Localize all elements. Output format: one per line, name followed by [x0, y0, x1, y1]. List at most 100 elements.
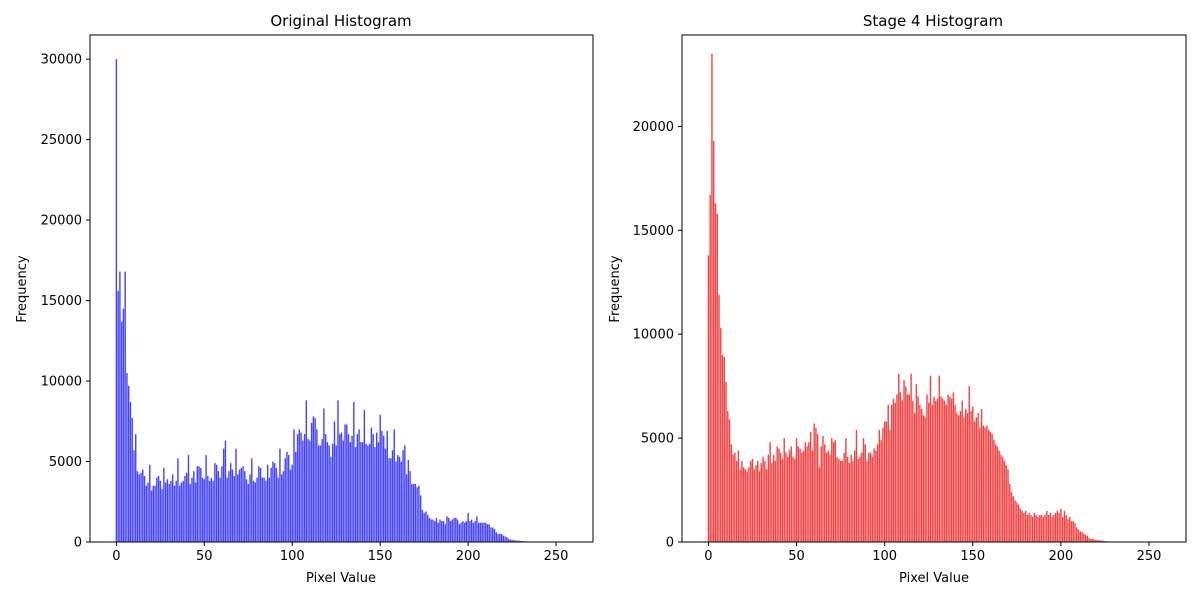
histogram-bar: [774, 460, 777, 542]
histogram-bar: [737, 450, 740, 542]
histogram-bar: [182, 480, 184, 542]
histogram-bar: [273, 463, 276, 542]
histogram-bar: [356, 434, 359, 542]
histogram-bar: [1033, 512, 1036, 542]
histogram-bar: [207, 476, 209, 542]
histogram-bar: [795, 438, 798, 542]
y-tick-label: 5000: [641, 432, 674, 447]
histogram-bar: [339, 434, 341, 542]
histogram-bar: [901, 400, 903, 542]
histogram-bar: [441, 521, 443, 542]
histogram-bar: [256, 477, 258, 542]
histogram-bar: [263, 477, 265, 542]
histogram-bar: [198, 466, 200, 542]
histogram-bar: [1024, 510, 1027, 542]
histogram-bar: [1083, 533, 1085, 542]
histogram-bar: [186, 472, 188, 542]
histogram-bar: [212, 480, 214, 542]
histogram-bar: [514, 540, 517, 542]
histogram-bar: [769, 442, 771, 542]
histogram-bar: [516, 540, 519, 542]
histogram-bar: [891, 404, 893, 542]
histogram-bar: [472, 522, 475, 542]
histogram-bar: [136, 471, 139, 542]
x-axis-ticks: 0 50 100 150 200 250: [112, 542, 568, 564]
histogram-bar: [785, 452, 787, 542]
histogram-bar: [390, 458, 392, 542]
histogram-bar: [831, 438, 833, 542]
y-tick-label: 10000: [633, 328, 674, 343]
histogram-bar: [915, 384, 918, 542]
histogram-bar: [1031, 517, 1034, 542]
histogram-bar: [470, 519, 473, 542]
histogram-bar: [258, 466, 260, 542]
histogram-bar: [330, 456, 332, 542]
histogram-bar: [943, 400, 946, 542]
histogram-bar: [1014, 500, 1016, 542]
histogram-bar: [1009, 483, 1011, 542]
histogram-bar: [1016, 502, 1018, 542]
histogram-bar: [898, 373, 900, 542]
histogram-bar: [388, 458, 390, 542]
histogram-bar: [868, 452, 870, 542]
histogram-bar: [859, 456, 861, 542]
histogram-bar: [397, 455, 399, 542]
histogram-bar: [1058, 512, 1060, 542]
histogram-bar: [764, 460, 766, 542]
histogram-bar: [980, 409, 983, 542]
histogram-bar: [1097, 540, 1099, 542]
histogram-bar: [490, 527, 492, 542]
histogram-bar: [282, 471, 285, 542]
histogram-bar: [845, 438, 847, 542]
histogram-bar: [333, 421, 336, 542]
histogram-bar: [126, 373, 128, 542]
histogram-bar: [379, 414, 381, 542]
histogram-bar: [363, 410, 366, 542]
histogram-bar: [245, 479, 248, 542]
histogram-bar: [305, 400, 308, 542]
histogram-bar: [203, 479, 206, 542]
histogram-bar: [495, 532, 497, 542]
histogram-bar: [808, 442, 810, 542]
histogram-bar: [159, 480, 162, 542]
histogram-bar: [975, 417, 977, 542]
histogram-bar: [779, 452, 782, 542]
histogram-bar: [368, 443, 371, 542]
histogram-bar: [135, 434, 137, 542]
histogram-bar: [156, 477, 158, 542]
histogram-bar: [792, 456, 794, 542]
histogram-bar: [340, 432, 343, 542]
histogram-bar: [758, 471, 761, 542]
histogram-bar: [836, 456, 838, 542]
histogram-bar: [161, 488, 163, 542]
histogram-bar: [402, 450, 404, 542]
histogram-bar: [316, 429, 318, 542]
histogram-bar: [767, 454, 770, 542]
histogram-bar: [351, 435, 353, 542]
histogram-bar: [728, 419, 731, 542]
histogram-bar: [319, 445, 322, 542]
histogram-bar: [1091, 538, 1094, 542]
histogram-bar: [714, 203, 717, 542]
histogram-bar: [194, 482, 197, 542]
histogram-bar: [945, 404, 948, 542]
histogram-bar: [265, 480, 267, 542]
histogram-bar: [492, 527, 494, 542]
histogram-bar: [755, 465, 757, 542]
histogram-bar: [133, 450, 135, 542]
histogram-bar: [1053, 514, 1055, 542]
histogram-bar: [1100, 540, 1103, 542]
histogram-bar: [416, 487, 418, 542]
histogram-bar: [231, 469, 234, 542]
histogram-bar: [163, 467, 165, 542]
histogram-bar: [365, 443, 367, 542]
histogram-bar: [1002, 456, 1004, 542]
histogram-bar: [1086, 535, 1089, 542]
histogram-bar: [963, 417, 965, 542]
histogram-bar: [270, 467, 272, 542]
histogram-bar: [247, 484, 249, 542]
histogram-bar: [748, 467, 750, 542]
histogram-bar: [799, 448, 801, 542]
histogram-bar: [760, 463, 763, 542]
histogram-bar: [154, 485, 156, 542]
